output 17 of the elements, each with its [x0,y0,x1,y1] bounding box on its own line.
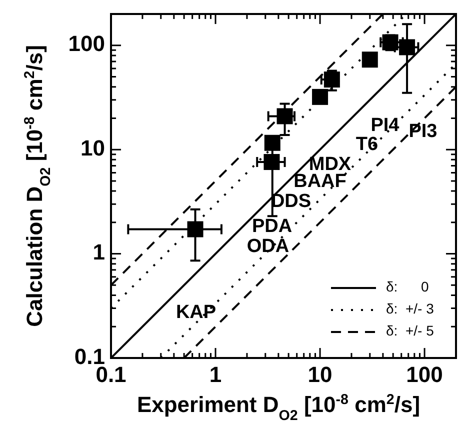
annotation: PI3 [408,121,438,142]
annotation: PDA [252,216,292,238]
x-tick-label: 1 [209,362,222,387]
x-tick-label: 100 [406,362,443,387]
annotation: ODA [246,236,290,258]
x-tick-label: 10 [308,362,332,387]
annotation: T6 [356,134,378,156]
legend-label: δ: +/- 5 [386,322,434,339]
annotation: KAP [176,302,216,324]
legend-label: δ: +/- 3 [386,300,434,317]
legend-label: δ: 0 [386,278,430,295]
annotation: BAAF [294,171,346,192]
y-tick-label: 100 [68,31,105,56]
x-axis-title: Experiment D$_{O2}$ [10$^{-8}$ cm$^{2}$/s] [136,392,420,424]
y-tick-label: 1 [92,240,105,265]
y-tick-label: 10 [80,135,105,160]
annotation: PI4 [370,115,400,136]
